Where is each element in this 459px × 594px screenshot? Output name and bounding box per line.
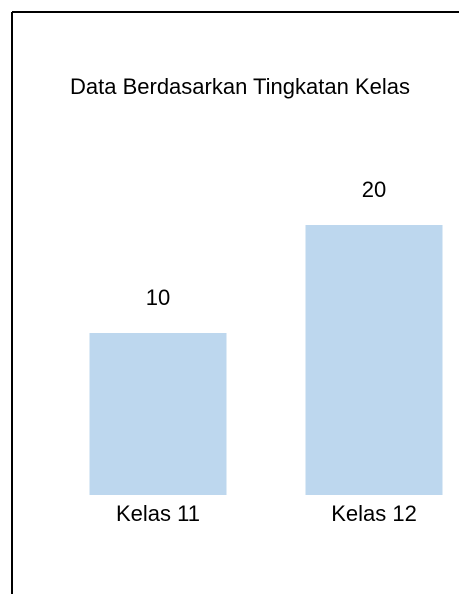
bar	[89, 333, 227, 495]
bar	[305, 225, 443, 495]
x-tick-label: Kelas 12	[331, 501, 417, 526]
data-label: 20	[362, 177, 386, 202]
data-label: 10	[146, 285, 170, 310]
x-tick-label: Kelas 11	[116, 501, 200, 526]
chart-title: Data Berdasarkan Tingkatan Kelas	[70, 74, 410, 99]
